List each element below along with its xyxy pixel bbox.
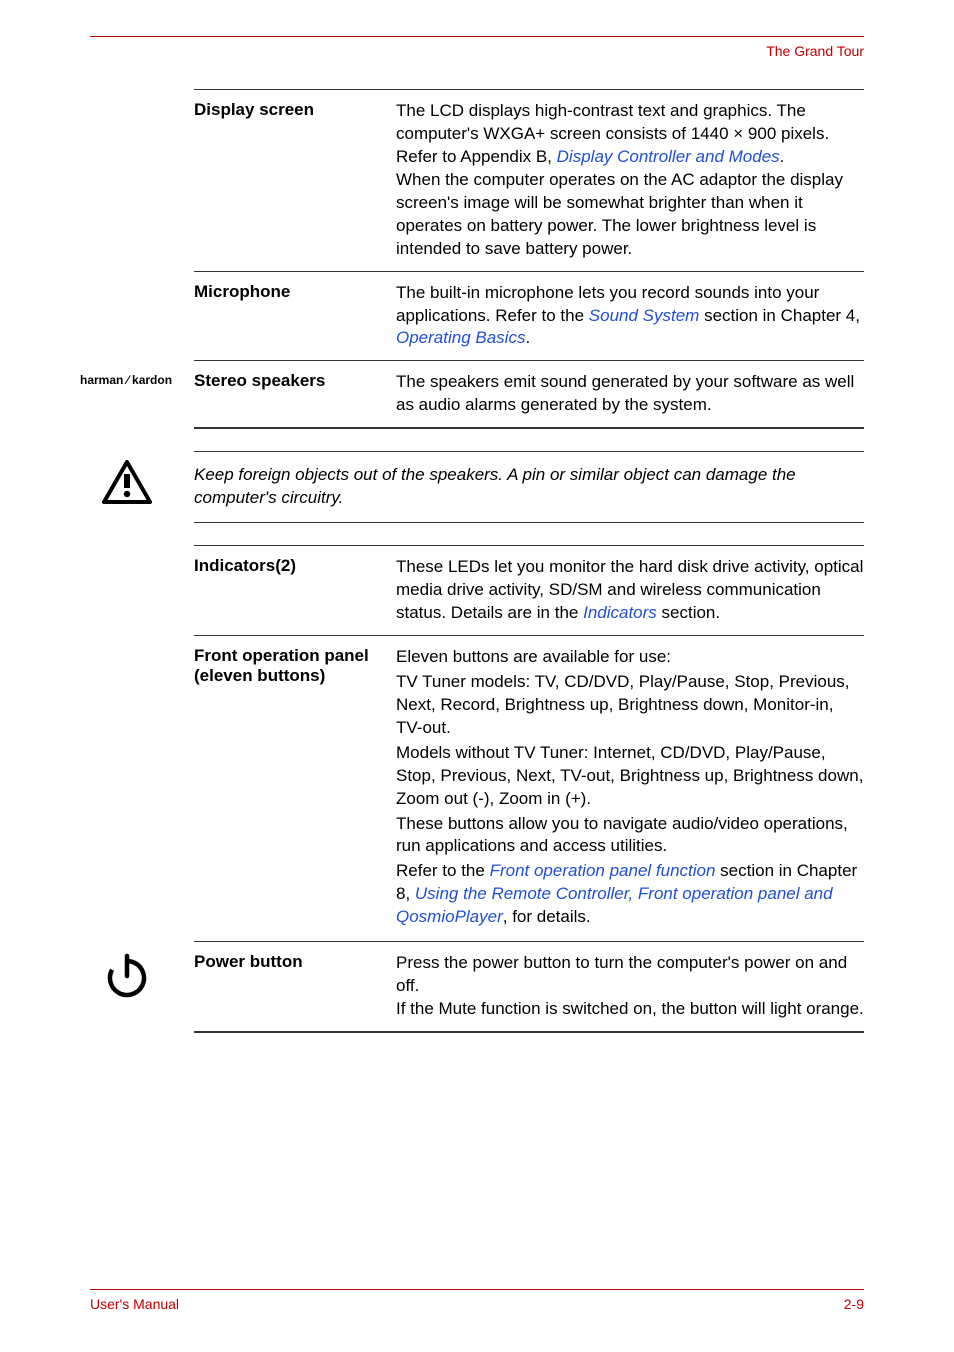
footer-page-number: 2-9 (844, 1296, 864, 1312)
text: Eleven buttons are available for use: (396, 646, 864, 669)
term-stereo-speakers: Stereo speakers (194, 371, 396, 417)
row-display-screen: Display screen The LCD displays high-con… (194, 89, 864, 271)
text: . (780, 147, 785, 166)
desc-front-panel: Eleven buttons are available for use: TV… (396, 646, 864, 931)
text: section. (657, 603, 720, 622)
desc-power-button: Press the power button to turn the compu… (396, 952, 864, 1021)
desc-display-screen: The LCD displays high-contrast text and … (396, 100, 864, 261)
spec-table-1: Display screen The LCD displays high-con… (194, 89, 864, 429)
term-microphone: Microphone (194, 282, 396, 351)
link-indicators[interactable]: Indicators (583, 603, 657, 622)
row-indicators: Indicators(2) These LEDs let you monitor… (194, 545, 864, 635)
desc-stereo-speakers: The speakers emit sound generated by you… (396, 371, 864, 417)
link-remote-controller[interactable]: Using the Remote Controller, Front opera… (396, 884, 833, 926)
caution-icon (102, 460, 152, 504)
header-rule (90, 36, 864, 37)
term-indicators: Indicators(2) (194, 556, 396, 625)
text: When the computer operates on the AC ada… (396, 170, 843, 258)
link-front-panel-function[interactable]: Front operation panel function (490, 861, 716, 880)
text: TV Tuner models: TV, CD/DVD, Play/Pause,… (396, 671, 864, 740)
page-footer: User's Manual 2-9 (90, 1289, 864, 1312)
chapter-title: The Grand Tour (90, 43, 864, 59)
text: Press the power button to turn the compu… (396, 953, 847, 995)
text: , for details. (503, 907, 591, 926)
row-front-panel: Front operation panel (eleven buttons) E… (194, 635, 864, 941)
footer-rule (90, 1289, 864, 1290)
text: Refer to the Front operation panel funct… (396, 860, 864, 929)
text: If the Mute function is switched on, the… (396, 999, 864, 1018)
desc-indicators: These LEDs let you monitor the hard disk… (396, 556, 864, 625)
row-stereo-speakers: harman ⁄ kardon Stereo speakers The spea… (194, 360, 864, 428)
caution-note: Keep foreign objects out of the speakers… (194, 451, 864, 523)
text: section in Chapter 4, (699, 306, 860, 325)
desc-microphone: The built-in microphone lets you record … (396, 282, 864, 351)
footer-left: User's Manual (90, 1296, 179, 1312)
text: Models without TV Tuner: Internet, CD/DV… (396, 742, 864, 811)
text: These buttons allow you to navigate audi… (396, 813, 864, 859)
link-display-controller[interactable]: Display Controller and Modes (557, 147, 780, 166)
harman-kardon-label: harman ⁄ kardon (80, 373, 172, 387)
term-display-screen: Display screen (194, 100, 396, 261)
text: . (525, 328, 530, 347)
row-power-button: Power button Press the power button to t… (194, 941, 864, 1032)
row-microphone: Microphone The built-in microphone lets … (194, 271, 864, 361)
spec-table-2: Indicators(2) These LEDs let you monitor… (194, 545, 864, 1033)
link-sound-system[interactable]: Sound System (589, 306, 700, 325)
caution-text: Keep foreign objects out of the speakers… (194, 465, 796, 507)
term-front-panel: Front operation panel (eleven buttons) (194, 646, 396, 931)
term-power-button: Power button (194, 952, 396, 1021)
power-icon (102, 950, 152, 1000)
link-operating-basics[interactable]: Operating Basics (396, 328, 525, 347)
text: Refer to the (396, 861, 490, 880)
